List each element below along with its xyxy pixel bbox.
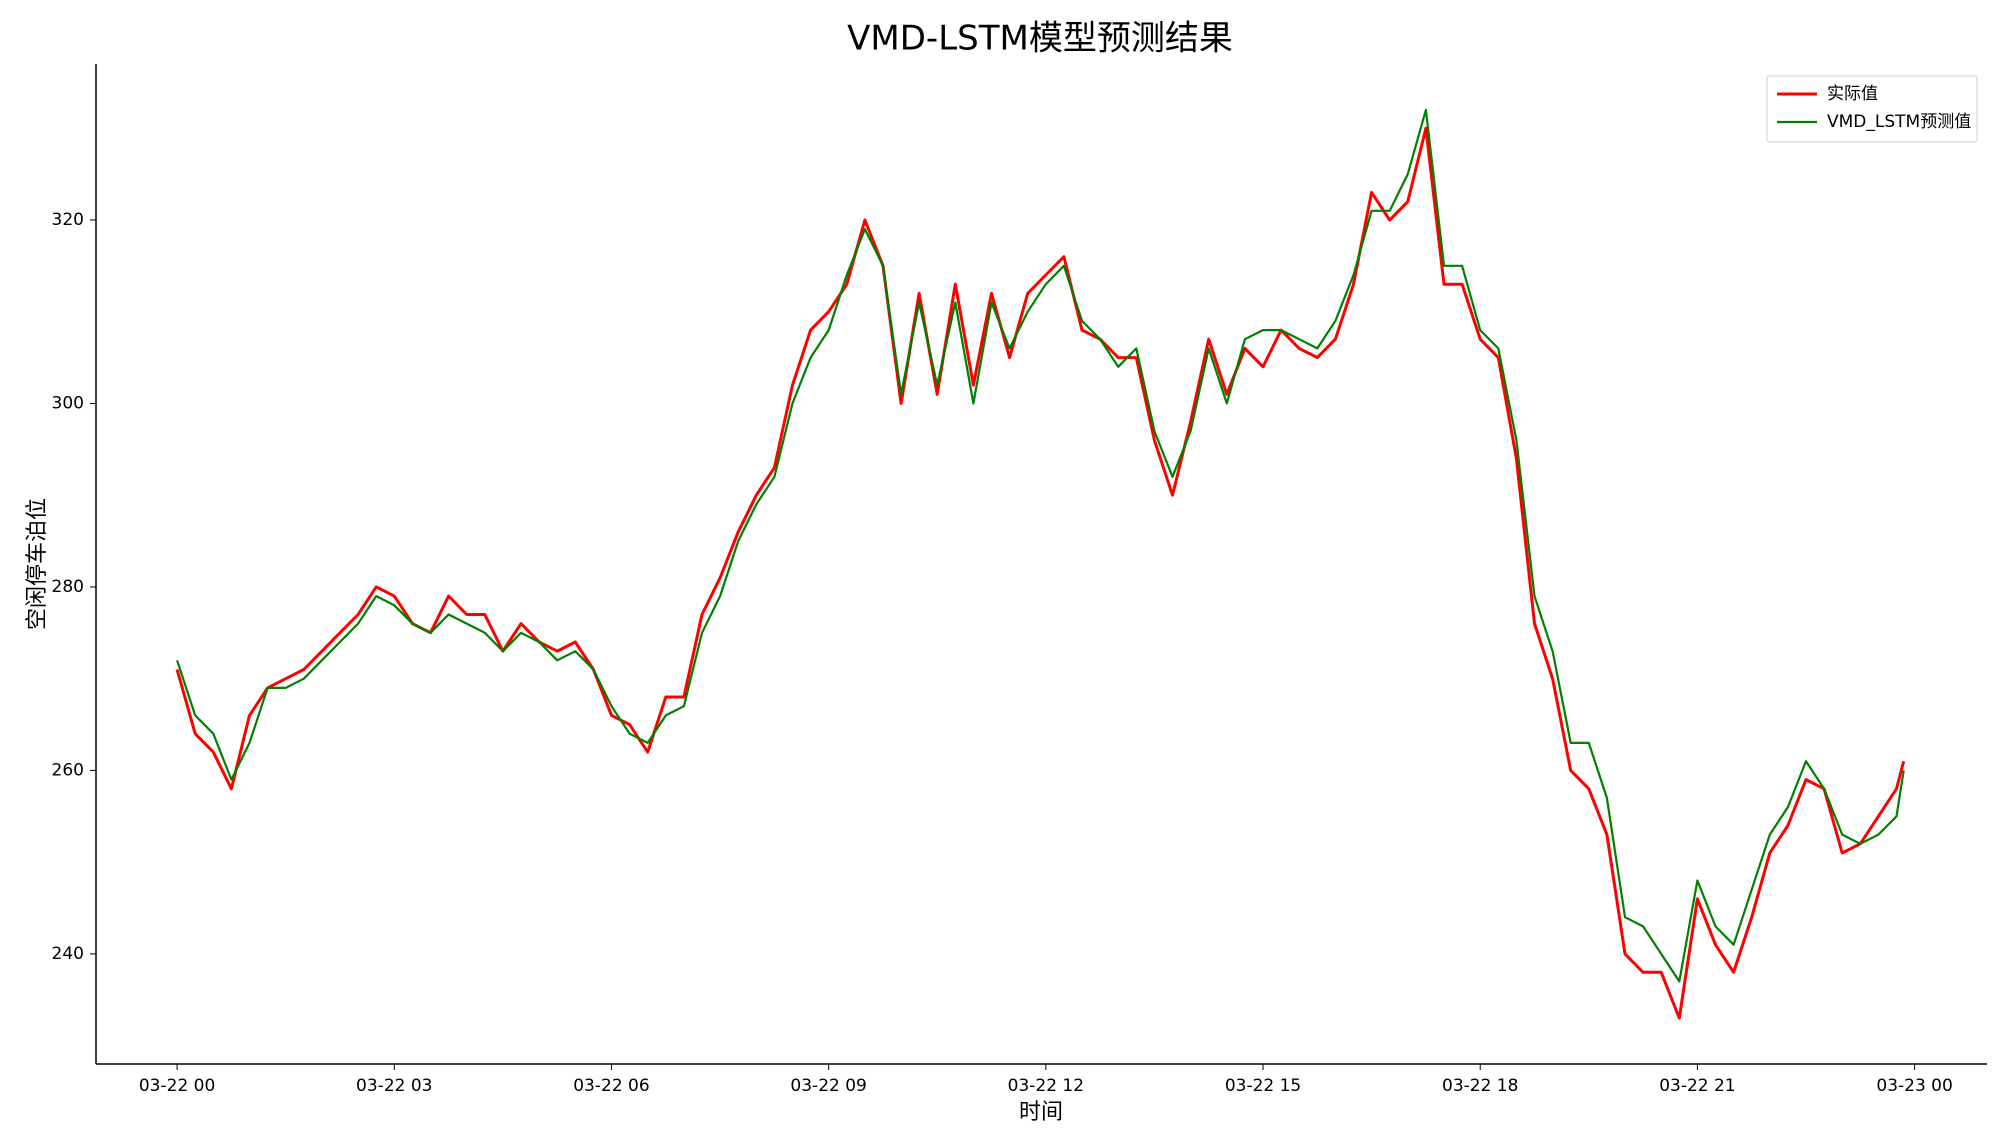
x-tick-label: 03-22 06 bbox=[573, 1076, 649, 1096]
x-tick-label: 03-23 00 bbox=[1876, 1076, 1952, 1096]
x-tick-label: 03-22 21 bbox=[1659, 1076, 1735, 1096]
y-tick-label: 320 bbox=[52, 210, 84, 230]
chart-title: VMD-LSTM模型预测结果 bbox=[847, 19, 1233, 59]
x-tick-label: 03-22 03 bbox=[356, 1076, 432, 1096]
y-tick-label: 280 bbox=[52, 577, 84, 597]
series-line bbox=[175, 126, 1906, 1020]
x-tick-label: 03-22 15 bbox=[1225, 1076, 1301, 1096]
y-tick-label: 300 bbox=[52, 393, 84, 413]
legend-label: VMD_LSTM预测值 bbox=[1827, 112, 1971, 132]
x-axis-label: 时间 bbox=[1019, 1100, 1063, 1125]
x-tick-label: 03-22 18 bbox=[1442, 1076, 1518, 1096]
x-tick-label: 03-22 00 bbox=[139, 1076, 215, 1096]
y-tick-label: 260 bbox=[52, 760, 84, 780]
y-axis-label: 空闲停车泊位 bbox=[25, 498, 50, 630]
x-tick-label: 03-22 09 bbox=[790, 1076, 866, 1096]
series-line bbox=[176, 108, 1905, 983]
legend-box bbox=[1766, 75, 1978, 143]
x-tick-label: 03-22 12 bbox=[1008, 1076, 1084, 1096]
legend-label: 实际值 bbox=[1827, 84, 1878, 104]
y-tick-label: 240 bbox=[52, 944, 84, 964]
